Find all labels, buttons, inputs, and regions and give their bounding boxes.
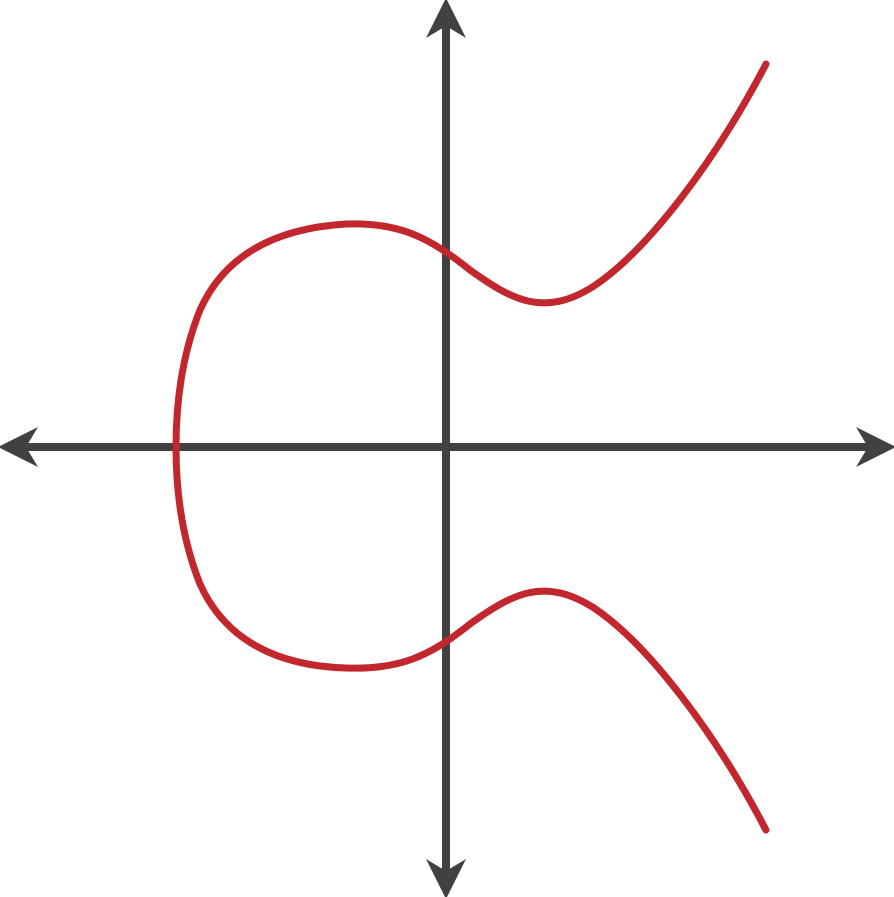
elliptic-curve (172, 60, 770, 834)
